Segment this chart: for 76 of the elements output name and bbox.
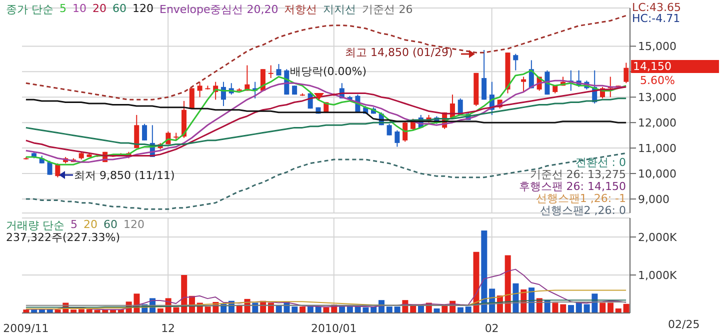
candlestick (513, 53, 518, 71)
y-tick-label: 2,000K (638, 230, 678, 244)
annotation: 선행스팬1 ,26: -1 (536, 192, 626, 206)
annotation: 후행스팬 26: 14,150 (518, 180, 626, 194)
bar (607, 302, 614, 313)
bar (504, 255, 511, 313)
y-tick-label: 13,000 (638, 91, 676, 104)
text: 5 (70, 218, 78, 232)
candlestick (402, 120, 408, 142)
text: 120 (124, 218, 144, 233)
text: 14,150 (631, 60, 719, 73)
text: 120 (132, 2, 154, 17)
text: 20 (84, 218, 98, 232)
y-tick-label: 11,000 (638, 142, 676, 155)
bar (552, 302, 558, 313)
bar (78, 309, 84, 313)
text: 지지선 (323, 2, 356, 17)
bar (473, 252, 480, 313)
x-tick-label: 12 (161, 322, 176, 333)
candlestick (482, 50, 487, 100)
candlestick (521, 76, 526, 93)
y-tick-label: 15,000 (638, 40, 676, 54)
candlestick (142, 123, 148, 141)
annotation: 최고 14,850 (01/29) (345, 45, 453, 60)
x-tick-label: 02 (484, 322, 499, 333)
legend-title: 거래량 단순 (6, 218, 64, 232)
bar (339, 306, 346, 313)
text: 5.60% (640, 74, 675, 87)
bar (600, 302, 606, 313)
annotation: 최저 9,850 (11/11) (74, 168, 175, 183)
y-tick-label: 10,000 (638, 167, 676, 180)
candlestick (197, 81, 202, 98)
y-tick-label: 12,000 (638, 116, 676, 130)
series-label: 저항선 (284, 2, 318, 17)
y-tick-label: 1,000K (638, 268, 678, 282)
bar (481, 230, 488, 313)
bar (465, 306, 472, 313)
annotation: 선행스팬2 ,26: 0 (540, 204, 626, 218)
bar (181, 275, 188, 313)
bar (394, 306, 400, 313)
bar (560, 304, 566, 313)
bar (386, 306, 392, 313)
text: LC:43.65 (632, 1, 682, 14)
bar (307, 306, 314, 313)
line-series (25, 14, 627, 100)
bar (300, 306, 306, 313)
bar (346, 306, 353, 313)
annotation: 기준선 26: 13,275 (530, 168, 626, 182)
candlestick (47, 160, 52, 176)
candlestick (624, 62, 629, 84)
x-tick-label: 2009/11 (3, 322, 49, 333)
candlestick (189, 88, 194, 110)
legend-title: 종가 단순 (6, 2, 54, 17)
annotation: 기준선 26 (362, 2, 413, 17)
bar (568, 305, 574, 313)
bar (623, 304, 630, 313)
candlestick (268, 64, 274, 79)
annotation: 237,322주(227.33%) (6, 231, 120, 245)
text: HC:-4.71 (632, 12, 680, 25)
annotation: 전환선 : 0 (575, 155, 626, 170)
text: 5 (60, 2, 66, 17)
text: 20 (92, 2, 106, 17)
candlestick (134, 114, 140, 149)
x-tick-label: 2010/01 (311, 322, 357, 333)
candlestick (386, 123, 392, 136)
candlestick (276, 64, 282, 76)
text: 60 (112, 2, 126, 17)
line-series (25, 86, 627, 156)
y-tick-label: 9,000 (638, 192, 670, 206)
text: 60 (104, 218, 118, 232)
candlestick (394, 130, 400, 148)
annotation: Envelope중심선 20,20 (160, 2, 278, 17)
annotation: 배당락(0.00%) (290, 64, 367, 79)
text: 10 (72, 2, 86, 17)
text: 02/25 (668, 318, 700, 331)
candlestick (55, 162, 60, 178)
